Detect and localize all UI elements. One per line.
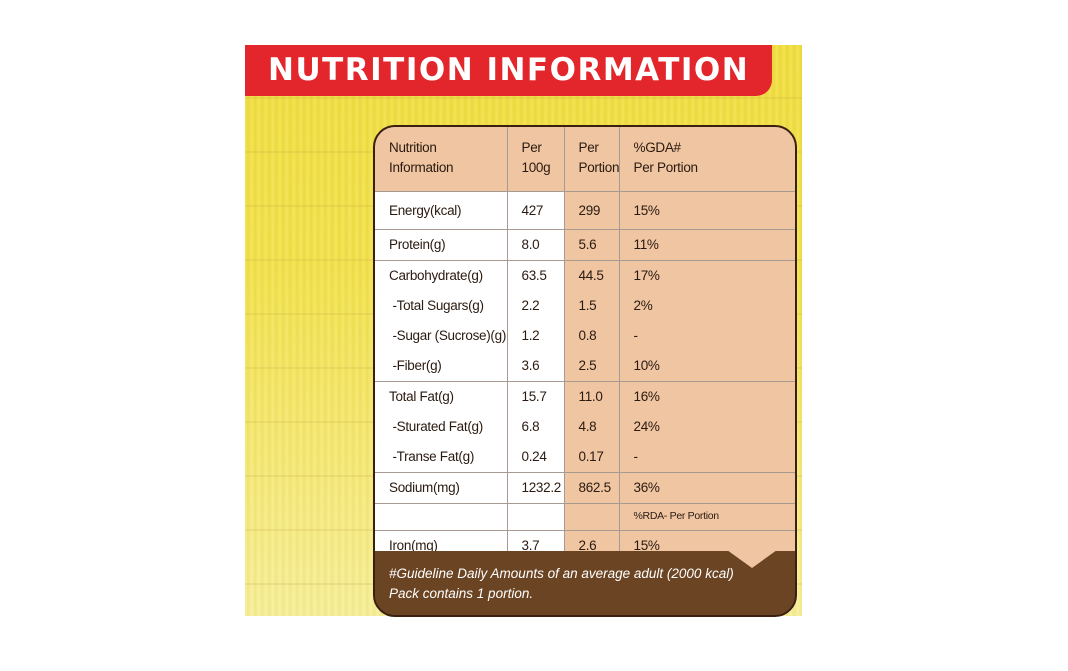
row-label: Total Fat(g): [375, 380, 507, 412]
table-row: -Sturated Fat(g) 6.8 4.8 24%: [375, 411, 795, 442]
nutrition-label-image: NUTRITION INFORMATION Nutrition Informati…: [245, 45, 802, 617]
header-nutrition-information: Nutrition Information: [375, 127, 507, 191]
row-per-portion: 0.17: [563, 441, 619, 472]
row-gda: 15%: [618, 190, 795, 229]
page-title: NUTRITION INFORMATION: [268, 52, 750, 88]
row-per-portion: 4.8: [563, 411, 619, 442]
row-per-100g: 3.6: [506, 350, 564, 381]
row-per-portion: 299: [563, 190, 619, 229]
row-gda: 16%: [618, 380, 795, 412]
row-per-portion: 5.6: [563, 228, 619, 260]
row-per-portion: 11.0: [563, 380, 619, 412]
gda-footnote: #Guideline Daily Amounts of an average a…: [389, 566, 734, 581]
notch-arrow-icon: [727, 550, 777, 568]
row-per-100g: 427: [506, 190, 564, 229]
row-per-portion: [563, 502, 619, 530]
row-per-100g: [506, 502, 564, 530]
row-gda: 24%: [618, 411, 795, 442]
row-label: -Sugar (Sucrose)(g): [375, 320, 507, 351]
header-per-portion: Per Portion: [563, 127, 619, 191]
row-per-100g: 8.0: [506, 228, 564, 260]
row-gda: 11%: [618, 228, 795, 260]
nutrition-table: Nutrition Information Per 100g Per Portion …: [375, 127, 795, 561]
row-gda: 10%: [618, 350, 795, 381]
row-per-portion: 0.8: [563, 320, 619, 351]
table-row: -Total Sugars(g) 2.2 1.5 2%: [375, 290, 795, 321]
portion-footnote: Pack contains 1 portion.: [389, 586, 534, 601]
table-row-rda-note: %RDA- Per Portion: [375, 502, 795, 530]
row-label: Energy(kcal): [375, 190, 507, 229]
row-label: [375, 502, 507, 530]
table-row: Carbohydrate(g) 63.5 44.5 17%: [375, 259, 795, 291]
row-per-100g: 6.8: [506, 411, 564, 442]
row-gda: -: [618, 320, 795, 351]
row-per-portion: 44.5: [563, 259, 619, 291]
row-gda: 36%: [618, 471, 795, 503]
row-per-100g: 1232.2: [506, 471, 564, 503]
row-per-100g: 63.5: [506, 259, 564, 291]
table-row: -Fiber(g) 3.6 2.5 10%: [375, 350, 795, 381]
nutrition-table-card: Nutrition Information Per 100g Per Portion …: [373, 125, 797, 617]
row-per-100g: 15.7: [506, 380, 564, 412]
table-row: -Sugar (Sucrose)(g) 1.2 0.8 -: [375, 320, 795, 351]
row-gda: 2%: [618, 290, 795, 321]
table-row: Total Fat(g) 15.7 11.0 16%: [375, 380, 795, 412]
row-label: -Sturated Fat(g): [375, 411, 507, 442]
title-banner: NUTRITION INFORMATION: [245, 45, 772, 96]
row-per-100g: 1.2: [506, 320, 564, 351]
row-gda: 17%: [618, 259, 795, 291]
table-row: Energy(kcal) 427 299 15%: [375, 190, 795, 229]
row-label: Carbohydrate(g): [375, 259, 507, 291]
row-per-100g: 2.2: [506, 290, 564, 321]
table-row: Protein(g) 8.0 5.6 11%: [375, 228, 795, 260]
row-label: -Total Sugars(g): [375, 290, 507, 321]
row-per-portion: 2.5: [563, 350, 619, 381]
table-header-row: Nutrition Information Per 100g Per Portion …: [375, 127, 795, 191]
row-gda: -: [618, 441, 795, 472]
row-per-100g: 0.24: [506, 441, 564, 472]
row-label: Protein(g): [375, 228, 507, 260]
table-row: -Transe Fat(g) 0.24 0.17 -: [375, 441, 795, 472]
row-label: Sodium(mg): [375, 471, 507, 503]
row-per-portion: 862.5: [563, 471, 619, 503]
table-row: Sodium(mg) 1232.2 862.5 36%: [375, 471, 795, 503]
header-gda-per-portion: %GDA# Per Portion: [618, 127, 795, 191]
table-footer: #Guideline Daily Amounts of an average a…: [375, 550, 795, 615]
row-label: -Transe Fat(g): [375, 441, 507, 472]
row-label: -Fiber(g): [375, 350, 507, 381]
header-per-100g: Per 100g: [506, 127, 564, 191]
rda-per-portion-label: %RDA- Per Portion: [618, 502, 795, 530]
row-per-portion: 1.5: [563, 290, 619, 321]
